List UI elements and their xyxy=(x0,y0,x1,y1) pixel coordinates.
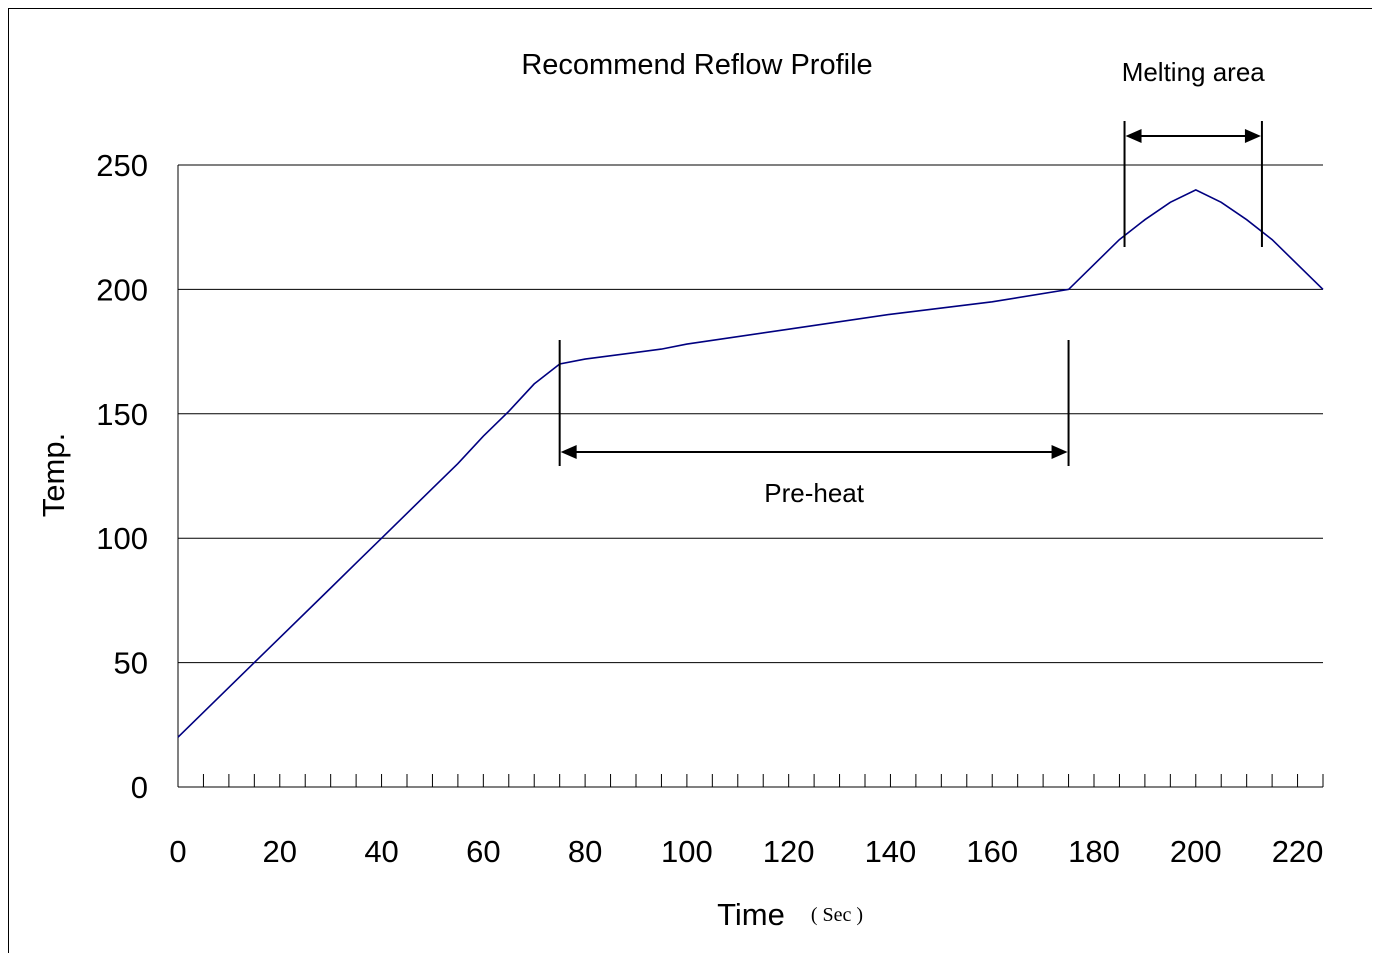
y-tick-label: 50 xyxy=(114,646,148,681)
y-tick-label: 150 xyxy=(96,397,148,432)
x-axis-ticks: 0 20 40 60 80 100 120 140 160 180 200 220 xyxy=(169,774,1323,869)
annotations: Pre-heat Melting area xyxy=(560,57,1266,508)
x-tick-label: 40 xyxy=(364,834,398,869)
y-tick-label: 100 xyxy=(96,521,148,556)
x-tick-label: 80 xyxy=(568,834,602,869)
x-tick-label: 0 xyxy=(169,834,186,869)
x-tick-label: 140 xyxy=(865,834,917,869)
y-tick-label: 200 xyxy=(96,272,148,307)
melting-area-arrowhead-right xyxy=(1245,129,1261,143)
grid-lines xyxy=(178,165,1323,663)
x-tick-label: 20 xyxy=(263,834,297,869)
series-group xyxy=(178,190,1323,737)
pre-heat-label: Pre-heat xyxy=(764,478,864,508)
x-tick-label: 180 xyxy=(1068,834,1120,869)
x-axis-unit: ( Sec ) xyxy=(811,904,863,926)
chart-title: Recommend Reflow Profile xyxy=(521,49,872,81)
melting-area-arrowhead-left xyxy=(1126,129,1142,143)
x-tick-label: 160 xyxy=(966,834,1018,869)
melting-area-label: Melting area xyxy=(1122,57,1266,87)
pre-heat-arrowhead-right xyxy=(1052,445,1068,459)
y-tick-label: 0 xyxy=(131,770,148,805)
x-tick-label: 200 xyxy=(1170,834,1222,869)
y-axis-ticks: 0 50 100 150 200 250 xyxy=(96,148,148,805)
series-line-0 xyxy=(178,190,1323,737)
axes xyxy=(178,165,1323,787)
x-axis-label: Time xyxy=(717,897,785,932)
pre-heat-arrowhead-left xyxy=(561,445,577,459)
y-axis-label: Temp. xyxy=(36,433,71,517)
x-tick-label: 100 xyxy=(661,834,713,869)
y-tick-label: 250 xyxy=(96,148,148,183)
x-tick-label: 120 xyxy=(763,834,815,869)
x-tick-label: 220 xyxy=(1272,834,1324,869)
x-tick-label: 60 xyxy=(466,834,500,869)
